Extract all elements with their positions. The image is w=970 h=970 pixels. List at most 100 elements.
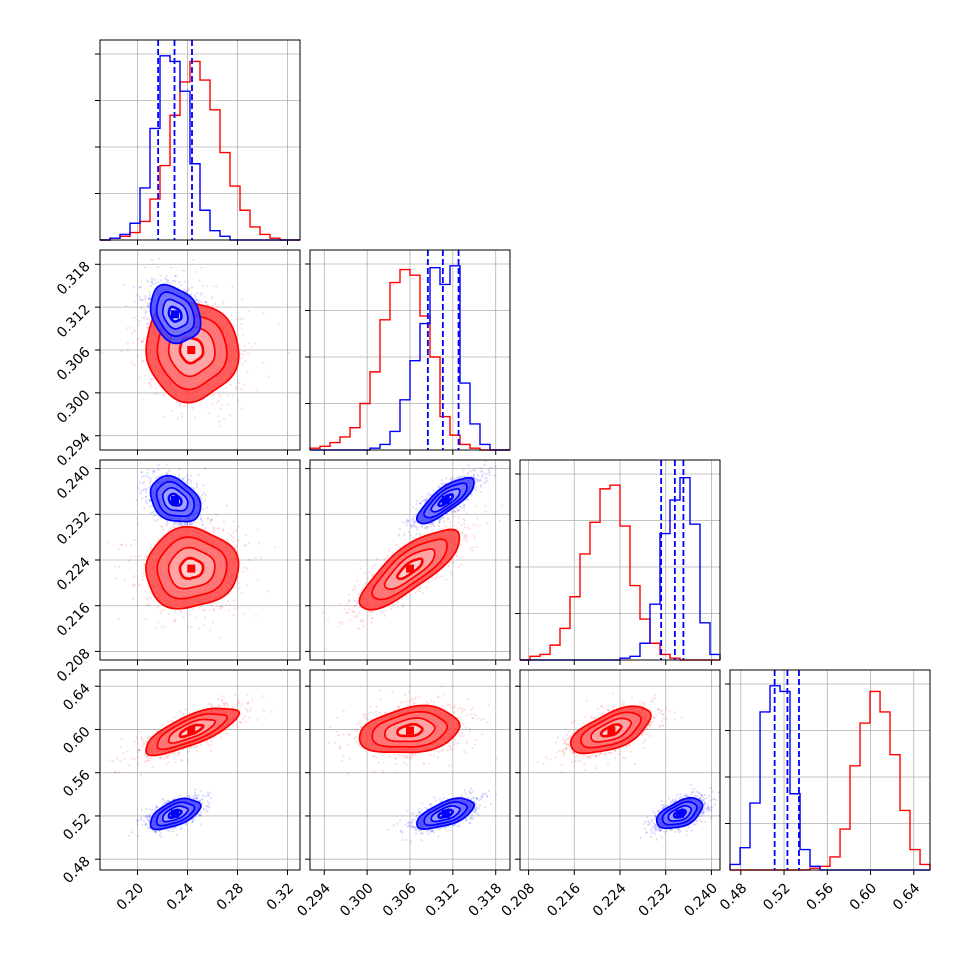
sample-point: [202, 508, 204, 510]
sample-point: [241, 407, 243, 409]
sample-point: [174, 526, 176, 528]
sample-point: [245, 534, 247, 536]
sample-point: [250, 346, 252, 348]
sample-point: [156, 393, 158, 395]
sample-point: [244, 345, 246, 347]
sample-point: [151, 259, 153, 261]
sample-point: [145, 488, 147, 490]
sample-point: [115, 577, 117, 579]
sample-point: [142, 572, 144, 574]
sample-point: [154, 520, 156, 522]
sample-point: [154, 282, 156, 284]
sample-point: [207, 412, 209, 414]
sample-point: [243, 566, 245, 568]
sample-point: [221, 404, 223, 406]
sample-point: [149, 294, 151, 296]
sample-point: [165, 524, 167, 526]
sample-point: [136, 295, 138, 297]
sample-point: [142, 317, 144, 319]
sample-point: [232, 540, 234, 542]
sample-point: [138, 375, 140, 377]
sample-point: [133, 286, 135, 288]
sample-point: [243, 383, 245, 385]
sample-point: [149, 597, 151, 599]
sample-point: [137, 354, 139, 356]
histogram-step: [100, 56, 300, 240]
sample-point: [134, 301, 136, 303]
sample-point: [153, 392, 155, 394]
sample-point: [170, 527, 172, 529]
sample-point: [118, 548, 120, 550]
sample-point: [127, 349, 129, 351]
sample-point: [162, 529, 164, 531]
sample-point: [101, 351, 103, 353]
sample-point: [242, 571, 244, 573]
sample-point: [211, 403, 213, 405]
sample-point: [180, 284, 182, 286]
sample-point: [221, 302, 223, 304]
sample-point: [184, 281, 186, 283]
sample-point: [212, 622, 214, 624]
sample-point: [163, 416, 165, 418]
sample-point: [144, 266, 146, 268]
sample-point: [247, 569, 249, 571]
sample-point: [187, 478, 189, 480]
sample-point: [213, 609, 215, 611]
sample-point: [141, 299, 143, 301]
sample-point: [211, 296, 213, 298]
sample-point: [254, 343, 256, 345]
sample-point: [216, 605, 218, 607]
sample-point: [148, 381, 150, 383]
sample-point: [198, 607, 200, 609]
sample-point: [178, 468, 180, 470]
sample-point: [217, 305, 219, 307]
sample-point: [133, 317, 135, 319]
sample-point: [231, 394, 233, 396]
sample-point: [149, 384, 151, 386]
sample-point: [242, 334, 244, 336]
sample-point: [217, 415, 219, 417]
sample-point: [146, 318, 148, 320]
sample-point: [143, 564, 145, 566]
sample-point: [226, 538, 228, 540]
sample-point: [131, 361, 133, 363]
sample-point: [238, 587, 240, 589]
sample-point: [194, 416, 196, 418]
sample-point: [161, 532, 163, 534]
sample-point: [238, 582, 240, 584]
sample-point: [241, 357, 243, 359]
sample-point: [141, 360, 143, 362]
sample-point: [132, 583, 134, 585]
sample-point: [183, 478, 185, 480]
sample-point: [140, 471, 142, 473]
sample-point: [138, 324, 140, 326]
sample-point: [157, 606, 159, 608]
sample-point: [174, 618, 176, 620]
sample-point: [126, 327, 128, 329]
sample-point: [166, 275, 168, 277]
sample-point: [183, 270, 185, 272]
sample-point: [123, 284, 125, 286]
sample-point: [190, 475, 192, 477]
sample-point: [189, 614, 191, 616]
sample-point: [206, 285, 208, 287]
sample-point: [178, 281, 180, 283]
sample-point: [274, 546, 276, 548]
sample-point: [160, 517, 162, 519]
sample-point: [223, 300, 225, 302]
sample-point: [140, 377, 142, 379]
sample-point: [134, 331, 136, 333]
sample-point: [212, 285, 214, 287]
sample-point: [188, 626, 190, 628]
sample-point: [124, 578, 126, 580]
sample-point: [120, 543, 122, 545]
sample-point: [148, 469, 150, 471]
sample-point: [157, 621, 159, 623]
sample-point: [146, 604, 148, 606]
sample-point: [195, 616, 197, 618]
sample-point: [246, 567, 248, 569]
sample-point: [203, 492, 205, 494]
sample-point: [170, 266, 172, 268]
sample-point: [148, 487, 150, 489]
